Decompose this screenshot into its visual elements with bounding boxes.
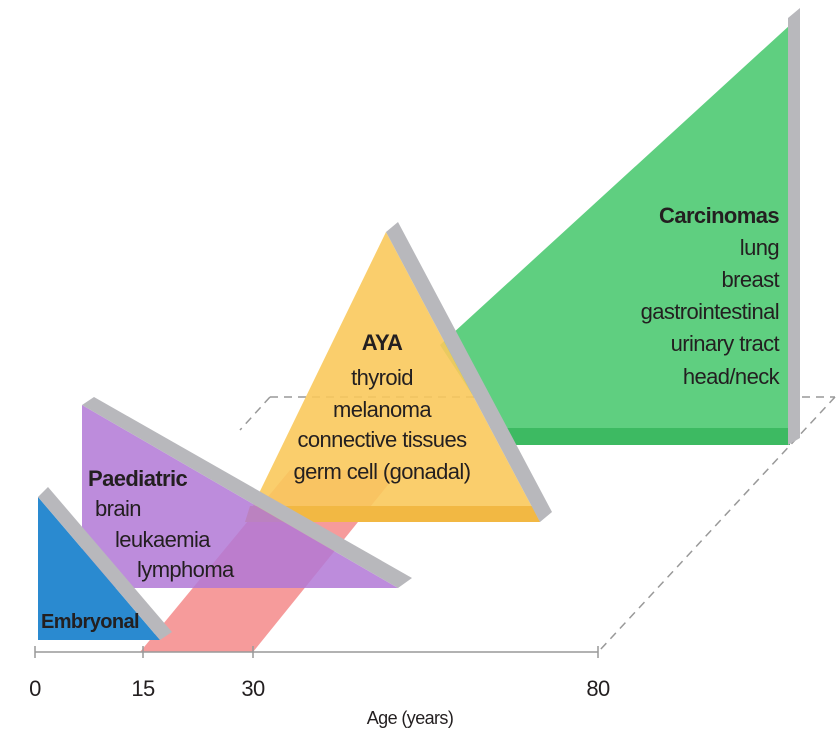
tick-label: 15 bbox=[131, 676, 155, 701]
tick-label: 30 bbox=[241, 676, 265, 701]
group-title: Embryonal bbox=[41, 611, 139, 633]
group-item: urinary tract bbox=[671, 331, 780, 356]
group-item: leukaemia bbox=[115, 527, 211, 552]
carcinomas-shape bbox=[440, 8, 800, 445]
group-item: lymphoma bbox=[137, 557, 235, 582]
paediatric-shape bbox=[82, 397, 412, 588]
group-item: thyroid bbox=[351, 365, 413, 390]
group-title: Carcinomas bbox=[659, 203, 779, 228]
group-item: gastrointestinal bbox=[641, 299, 779, 324]
group-item: breast bbox=[721, 267, 779, 292]
group-item: melanoma bbox=[333, 397, 432, 422]
group-title: AYA bbox=[362, 330, 403, 355]
group-title: Paediatric bbox=[88, 466, 188, 491]
group-item: germ cell (gonadal) bbox=[294, 459, 471, 484]
tick-label: 0 bbox=[29, 676, 41, 701]
group-item: brain bbox=[95, 496, 141, 521]
age-axis bbox=[34, 646, 599, 658]
axis-label: Age (years) bbox=[367, 708, 453, 728]
aya-shape bbox=[245, 222, 552, 522]
group-item: head/neck bbox=[683, 364, 781, 389]
group-item: lung bbox=[740, 235, 779, 260]
tick-label: 80 bbox=[586, 676, 610, 701]
embryonal-shape bbox=[38, 487, 172, 640]
group-item: connective tissues bbox=[298, 427, 468, 452]
